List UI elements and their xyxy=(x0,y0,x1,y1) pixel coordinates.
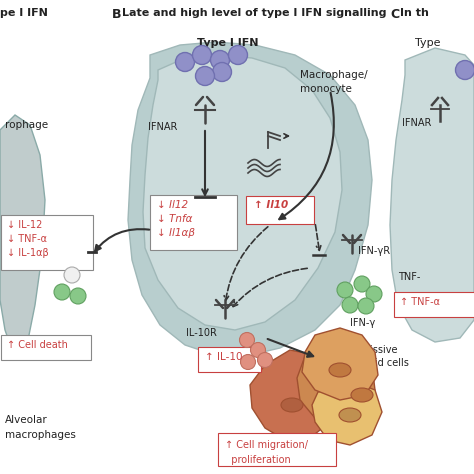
Circle shape xyxy=(354,276,370,292)
Circle shape xyxy=(175,53,194,72)
Polygon shape xyxy=(128,42,372,355)
Text: ↓ Tnfα: ↓ Tnfα xyxy=(157,214,192,224)
Circle shape xyxy=(358,298,374,314)
Text: ↓ IL-1αβ: ↓ IL-1αβ xyxy=(7,248,49,258)
Ellipse shape xyxy=(281,398,303,412)
Text: monocyte: monocyte xyxy=(300,84,352,94)
Circle shape xyxy=(228,46,247,64)
FancyBboxPatch shape xyxy=(0,215,93,270)
Text: ↑ IL-10: ↑ IL-10 xyxy=(205,352,243,362)
Polygon shape xyxy=(250,350,338,440)
Circle shape xyxy=(337,282,353,298)
Ellipse shape xyxy=(339,408,361,422)
Circle shape xyxy=(195,66,215,85)
FancyBboxPatch shape xyxy=(246,195,315,224)
Circle shape xyxy=(240,355,255,370)
Ellipse shape xyxy=(329,363,351,377)
Text: pe I IFN: pe I IFN xyxy=(0,8,48,18)
FancyBboxPatch shape xyxy=(219,432,337,465)
Circle shape xyxy=(257,353,273,367)
Circle shape xyxy=(210,51,229,70)
Polygon shape xyxy=(302,328,378,400)
Circle shape xyxy=(212,63,231,82)
Text: ↑ Cell death: ↑ Cell death xyxy=(7,340,68,350)
Text: myeloid cells: myeloid cells xyxy=(345,358,409,368)
Text: proliferation: proliferation xyxy=(225,455,291,465)
Text: ↓ Il12: ↓ Il12 xyxy=(157,200,188,210)
Circle shape xyxy=(366,286,382,302)
Text: ↑ TNF-α: ↑ TNF-α xyxy=(400,297,440,307)
FancyBboxPatch shape xyxy=(394,292,474,317)
Text: ↑ Il10: ↑ Il10 xyxy=(254,200,288,210)
Text: Macrophage/: Macrophage/ xyxy=(300,70,368,80)
Circle shape xyxy=(70,288,86,304)
Text: Alveolar: Alveolar xyxy=(5,415,48,425)
Text: IL-10R: IL-10R xyxy=(186,328,217,338)
Text: Type: Type xyxy=(415,38,440,48)
Text: IFN-γ: IFN-γ xyxy=(350,318,375,328)
Polygon shape xyxy=(297,340,375,425)
Text: rophage: rophage xyxy=(5,120,48,130)
Text: ↓ Il1αβ: ↓ Il1αβ xyxy=(157,228,195,238)
FancyBboxPatch shape xyxy=(151,194,237,249)
Text: macrophages: macrophages xyxy=(5,430,76,440)
FancyBboxPatch shape xyxy=(199,346,262,372)
Text: B: B xyxy=(112,8,121,21)
Circle shape xyxy=(250,343,265,357)
Text: ↓ IL-12: ↓ IL-12 xyxy=(7,220,42,230)
Text: IFNAR: IFNAR xyxy=(148,122,177,132)
Text: Late and high level of type I IFN signalling: Late and high level of type I IFN signal… xyxy=(122,8,386,18)
Circle shape xyxy=(192,46,211,64)
Polygon shape xyxy=(312,382,382,445)
Circle shape xyxy=(342,297,358,313)
Text: IFN-γR: IFN-γR xyxy=(358,246,390,256)
Circle shape xyxy=(64,267,80,283)
Text: ↑ Cell migration/: ↑ Cell migration/ xyxy=(225,440,308,450)
Text: TNF-: TNF- xyxy=(398,272,420,282)
Circle shape xyxy=(456,61,474,80)
Text: Type I IFN: Type I IFN xyxy=(197,38,258,48)
Circle shape xyxy=(239,332,255,347)
Text: In th: In th xyxy=(400,8,429,18)
Text: C: C xyxy=(390,8,399,21)
Text: Permissive: Permissive xyxy=(345,345,398,355)
Circle shape xyxy=(54,284,70,300)
Polygon shape xyxy=(390,48,474,342)
Text: ↓ TNF-α: ↓ TNF-α xyxy=(7,234,47,244)
Text: IFNAR: IFNAR xyxy=(402,118,431,128)
Polygon shape xyxy=(143,55,342,330)
Polygon shape xyxy=(0,115,45,355)
Ellipse shape xyxy=(351,388,373,402)
FancyBboxPatch shape xyxy=(0,335,91,359)
